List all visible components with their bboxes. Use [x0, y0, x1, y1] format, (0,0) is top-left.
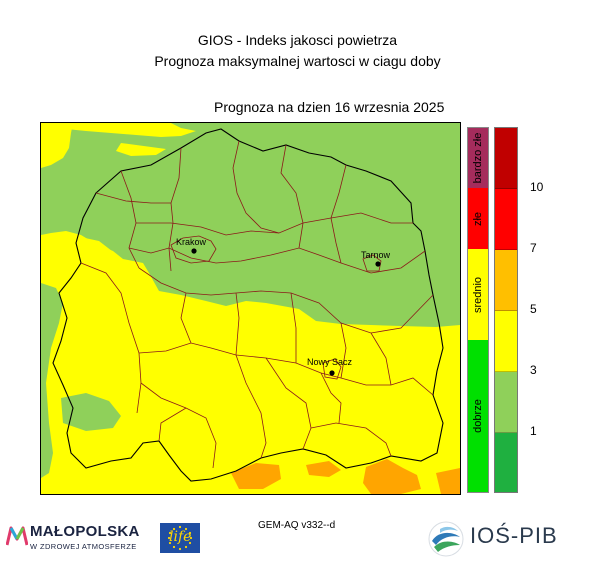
- eu-life-text: life: [169, 529, 192, 545]
- title-line-2: Prognoza maksymalnej wartosci w ciagu do…: [154, 53, 441, 69]
- voivodeship-border: [52, 128, 444, 482]
- legend-tick-1: 1: [530, 424, 537, 438]
- nowysacz-label: Nowy Sacz: [307, 357, 353, 367]
- krakow-label: Krakow: [176, 237, 207, 247]
- legend-cat-dobrze-label: dobrze: [472, 399, 484, 433]
- district-borders: [80, 140, 434, 469]
- malopolska-logo-text: MAŁOPOLSKA: [30, 523, 140, 540]
- krakow-marker: [191, 248, 197, 254]
- legend-tick-5: 5: [530, 302, 537, 316]
- legend-level-3: [495, 250, 517, 311]
- forecast-map: Krakow Tarnow Nowy Sacz: [40, 122, 461, 495]
- eu-stars-icon: [167, 525, 193, 551]
- model-version-label: GEM-AQ v332--d: [258, 520, 336, 531]
- legend-level-2: [495, 189, 517, 250]
- area-yellow-n2: [116, 143, 166, 156]
- area-yellow-wc: [86, 288, 131, 305]
- value-legend: [494, 127, 518, 493]
- legend-tick-10: 10: [530, 180, 544, 194]
- area-green-west: [41, 283, 63, 478]
- ios-pib-emblem-icon: [428, 521, 464, 557]
- area-yellow-nw: [41, 123, 73, 168]
- legend-cat-srednio-label: srednio: [472, 276, 484, 313]
- malopolska-logo: MAŁOPOLSKA W ZDROWEJ ATMOSFERZE: [5, 523, 139, 552]
- tarnow-boundary: [362, 254, 382, 272]
- legend-tick-7: 7: [530, 241, 537, 255]
- legend-cat-srednio: srednio: [468, 249, 488, 340]
- legend-level-1: [495, 128, 517, 189]
- tarnow-marker: [375, 261, 381, 267]
- area-orange-1: [231, 463, 281, 489]
- legend-level-5: [495, 372, 517, 433]
- category-legend: bardzo złe złe srednio dobrze: [467, 127, 489, 493]
- legend-tick-3: 3: [530, 363, 537, 377]
- ios-pib-logo-text: IOŚ-PIB: [470, 523, 558, 548]
- area-orange-4: [436, 468, 460, 494]
- forecast-date-label: Prognoza na dzien 16 wrzesnia 2025: [214, 99, 445, 115]
- malopolska-m-icon: [5, 526, 29, 546]
- area-yellow-n: [61, 123, 196, 137]
- ios-pib-logo: IOŚ-PIB: [426, 519, 557, 564]
- malopolska-logo-subtext: W ZDROWEJ ATMOSFERZE: [30, 542, 137, 551]
- legend-cat-bardzo-zle: bardzo złe: [468, 128, 488, 188]
- area-green-sw: [61, 393, 121, 431]
- eu-life-logo: life: [160, 523, 200, 553]
- krakow-boundary: [170, 235, 217, 264]
- nowysacz-marker: [329, 370, 335, 376]
- title-line-1: GIOS - Indeks jakosci powietrza: [197, 32, 398, 48]
- legend-cat-zle: złe: [468, 188, 488, 249]
- legend-cat-dobrze: dobrze: [468, 340, 488, 492]
- legend-level-4: [495, 311, 517, 372]
- area-green-north: [41, 123, 460, 327]
- legend-cat-zle-label: złe: [472, 211, 484, 226]
- nowysacz-boundary: [322, 358, 342, 380]
- legend-level-6: [495, 433, 517, 492]
- area-orange-3: [363, 459, 421, 494]
- area-orange-2: [306, 461, 341, 477]
- legend-cat-bardzo-zle-label: bardzo złe: [472, 132, 484, 184]
- tarnow-label: Tarnow: [361, 250, 391, 260]
